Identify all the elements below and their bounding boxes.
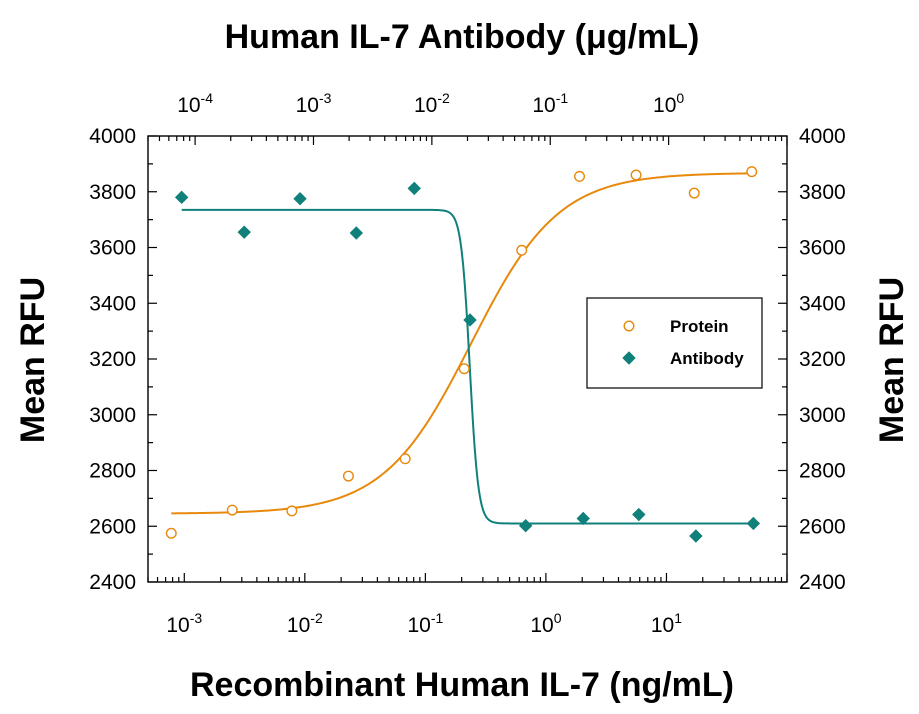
legend-marker-antibody <box>622 351 636 365</box>
legend-marker-protein <box>623 320 635 332</box>
x-top-tick-label: 10-2 <box>414 90 450 117</box>
x-bottom-tick-label: 10-3 <box>166 610 202 637</box>
y-left-tick-label: 2800 <box>89 460 136 483</box>
protein-data-point <box>630 169 642 181</box>
antibody-data-point <box>632 507 646 522</box>
y-left-tick-label: 3400 <box>89 292 136 315</box>
antibody-data-point <box>463 313 477 327</box>
protein-data-point <box>688 187 700 199</box>
y-right-tick-label: 3800 <box>799 181 846 204</box>
y-right-tick-label: 3600 <box>799 237 846 260</box>
y-right-tick-label: 3000 <box>799 404 846 427</box>
y-left-tick-label: 2600 <box>89 515 136 538</box>
x-top-tick-label: 10-4 <box>177 90 213 117</box>
protein-data-point <box>746 166 758 178</box>
antibody-data-point <box>746 516 761 531</box>
antibody-data-point <box>349 226 364 240</box>
protein-data-point <box>286 505 298 517</box>
y-right-tick-label: 4000 <box>799 125 846 148</box>
antibody-data-point <box>174 190 189 205</box>
antibody-data-point <box>293 192 307 206</box>
protein-data-point <box>165 527 177 539</box>
y-right-tick-label: 3400 <box>799 292 846 315</box>
legend-box <box>586 297 763 389</box>
y-left-tick-label: 3200 <box>89 348 136 371</box>
legend: Protein Antibody <box>586 297 763 389</box>
protein-data-point <box>516 244 528 256</box>
x-top-tick-label: 100 <box>653 90 684 117</box>
antibody-data-point <box>407 181 421 196</box>
x-top-tick-label: 10-1 <box>532 90 568 117</box>
protein-data-point <box>458 363 470 375</box>
antibody-data-point <box>576 511 590 526</box>
antibody-data-point <box>237 225 251 239</box>
y-left-tick-label: 4000 <box>89 125 136 148</box>
protein-data-point <box>226 504 238 516</box>
x-bottom-tick-label: 10-1 <box>407 610 443 637</box>
x-top-tick-label: 10-3 <box>296 90 332 117</box>
y-left-tick-label: 2400 <box>89 571 136 594</box>
protein-fit-curve <box>171 172 752 515</box>
y-left-tick-label: 3000 <box>89 404 136 427</box>
y-left-tick-label: 3600 <box>89 237 136 260</box>
y-left-tick-label: 3800 <box>89 181 136 204</box>
antibody-data-point <box>518 518 533 533</box>
y-axis-title-right: Mean RFU <box>873 277 911 443</box>
protein-data-point <box>342 470 354 482</box>
antibody-data-point <box>689 529 703 543</box>
x-axis-title: Recombinant Human IL-7 (ng/mL) <box>190 666 734 704</box>
x-bottom-tick-label: 10-2 <box>287 610 323 637</box>
y-right-tick-label: 2600 <box>799 515 846 538</box>
y-axis-title-left: Mean RFU <box>14 277 52 443</box>
legend-label-protein: Protein <box>670 317 729 336</box>
top-axis-title: Human IL-7 Antibody (μg/mL) <box>225 18 700 56</box>
y-right-tick-label: 2400 <box>799 571 846 594</box>
antibody-fit-curve <box>181 208 754 525</box>
protein-data-point <box>574 170 586 182</box>
protein-data-point <box>399 453 411 465</box>
y-right-tick-label: 3200 <box>799 348 846 371</box>
x-bottom-tick-label: 101 <box>651 610 682 637</box>
legend-label-antibody: Antibody <box>670 349 744 368</box>
y-right-tick-label: 2800 <box>799 460 846 483</box>
x-bottom-tick-label: 100 <box>530 610 561 637</box>
